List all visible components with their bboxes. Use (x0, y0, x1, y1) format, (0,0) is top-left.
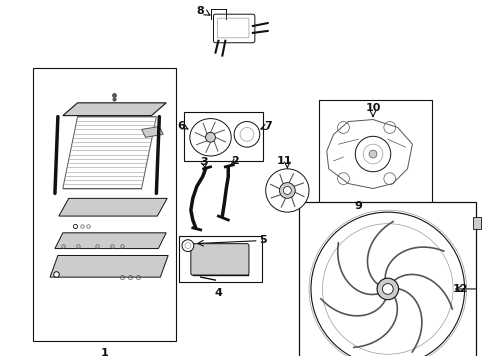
Bar (33, 68, 176, 341)
FancyBboxPatch shape (191, 244, 249, 275)
Circle shape (182, 240, 194, 252)
Text: 12: 12 (453, 284, 468, 294)
Text: 7: 7 (264, 121, 271, 131)
Bar (299, 202, 476, 360)
Polygon shape (142, 126, 163, 137)
Polygon shape (55, 233, 166, 248)
Circle shape (234, 122, 260, 147)
Text: 9: 9 (354, 201, 362, 211)
Circle shape (355, 136, 391, 172)
Circle shape (382, 284, 393, 294)
Bar (184, 112, 263, 161)
Circle shape (311, 212, 465, 360)
Circle shape (279, 183, 295, 198)
Text: 6: 6 (177, 121, 185, 131)
Circle shape (206, 132, 216, 142)
Polygon shape (63, 103, 166, 116)
Circle shape (266, 169, 309, 212)
Text: 8: 8 (197, 6, 204, 16)
Text: 3: 3 (200, 157, 207, 167)
Text: 11: 11 (277, 156, 292, 166)
Circle shape (283, 186, 291, 194)
Circle shape (369, 150, 377, 158)
FancyBboxPatch shape (214, 14, 255, 43)
Text: 2: 2 (231, 156, 239, 166)
Bar (179, 236, 262, 282)
Polygon shape (50, 256, 168, 277)
Text: 4: 4 (215, 288, 222, 298)
Ellipse shape (190, 118, 231, 156)
Text: 1: 1 (100, 348, 108, 358)
Polygon shape (59, 198, 167, 216)
Polygon shape (63, 117, 156, 189)
Bar (473, 217, 481, 229)
Text: 10: 10 (366, 103, 381, 113)
Bar (319, 100, 432, 216)
Text: 5: 5 (259, 235, 267, 245)
Circle shape (377, 278, 398, 300)
